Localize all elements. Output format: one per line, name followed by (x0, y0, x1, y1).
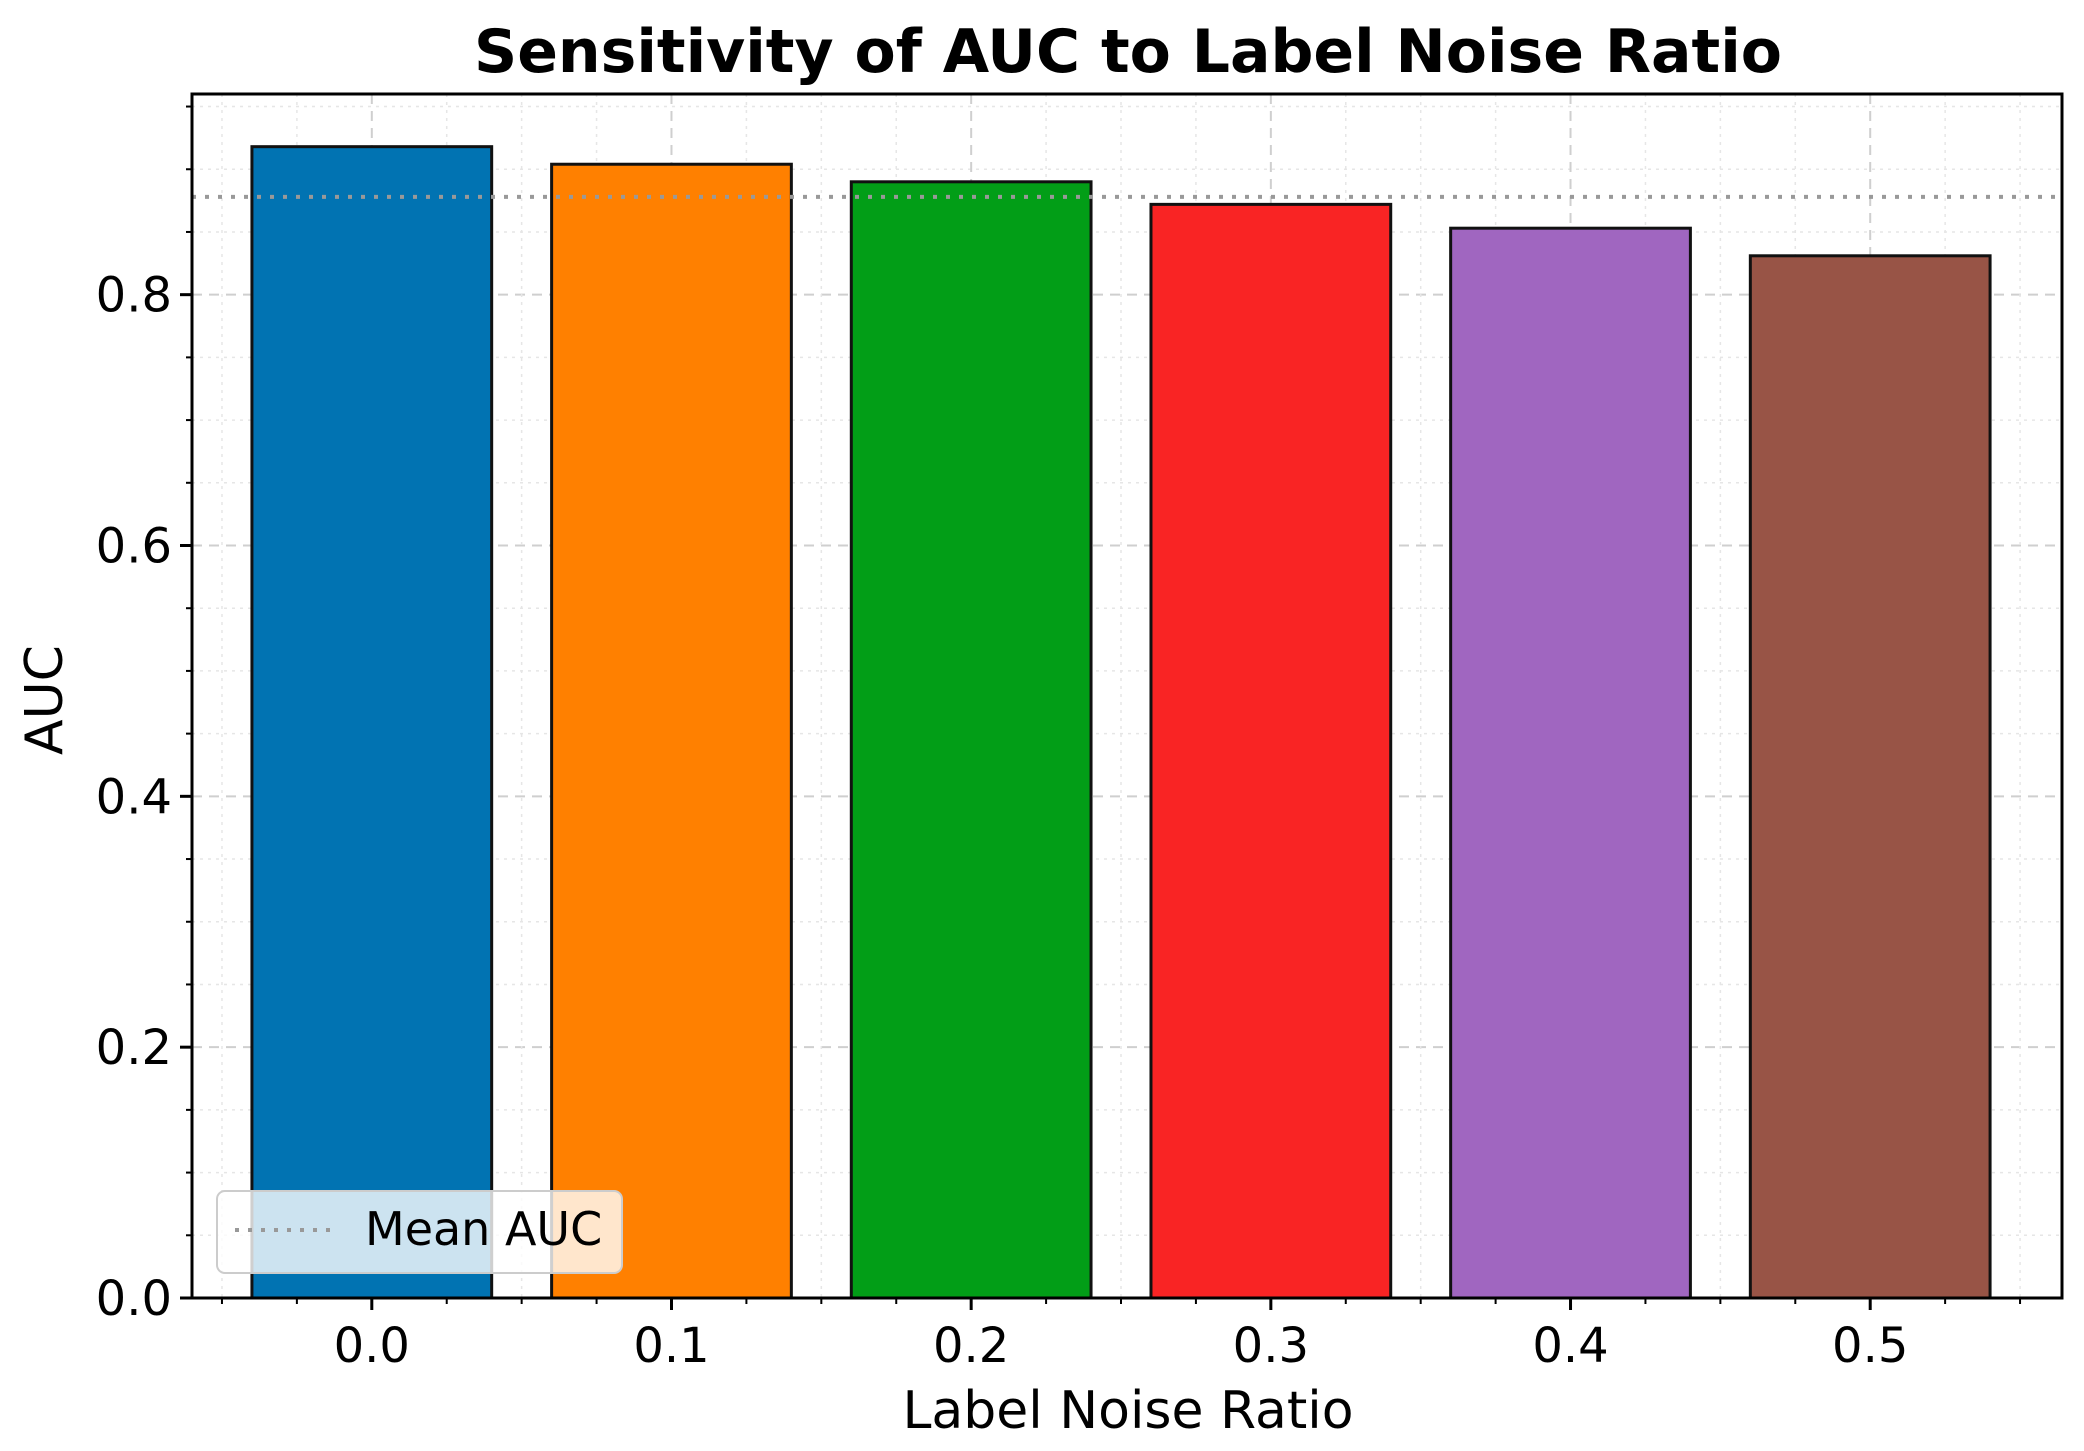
y-tick-label: 0.6 (96, 519, 172, 575)
legend: Mean AUC (216, 1190, 623, 1274)
x-tick-label: 0.0 (334, 1318, 410, 1374)
legend-box (216, 1190, 623, 1274)
x-tick-label: 0.2 (933, 1318, 1009, 1374)
plot-frame (190, 92, 2064, 1300)
bar-0.4 (1449, 226, 1692, 1300)
x-tick-label: 0.3 (1233, 1318, 1309, 1374)
y-tick-label: 0.4 (96, 769, 172, 825)
chart-title: Sensitivity of AUC to Label Noise Ratio (474, 17, 1782, 87)
x-tick-label: 0.5 (1832, 1318, 1908, 1374)
y-tick-label: 0.8 (96, 268, 172, 324)
bar-0.1 (550, 162, 793, 1300)
y-tick-label: 0.2 (96, 1020, 172, 1076)
x-axis-label: Label Noise Ratio (902, 1381, 1353, 1441)
bar-0.0 (250, 145, 494, 1300)
bar-0.3 (1149, 202, 1393, 1300)
x-tick-label: 0.4 (1532, 1318, 1608, 1374)
bar-0.5 (1748, 254, 1992, 1300)
legend-mean-auc-label: Mean AUC (365, 1202, 602, 1256)
bar-0.2 (849, 180, 1093, 1300)
axis-ticks: 0.0 0.2 0.4 0.6 0.8 0.0 0.1 0.2 0.3 0.4 0.5 (96, 105, 2022, 1374)
bars (250, 145, 1992, 1300)
y-axis-label: AUC (15, 645, 75, 755)
x-tick-label: 0.1 (633, 1318, 709, 1374)
y-tick-label: 0.0 (96, 1271, 172, 1327)
